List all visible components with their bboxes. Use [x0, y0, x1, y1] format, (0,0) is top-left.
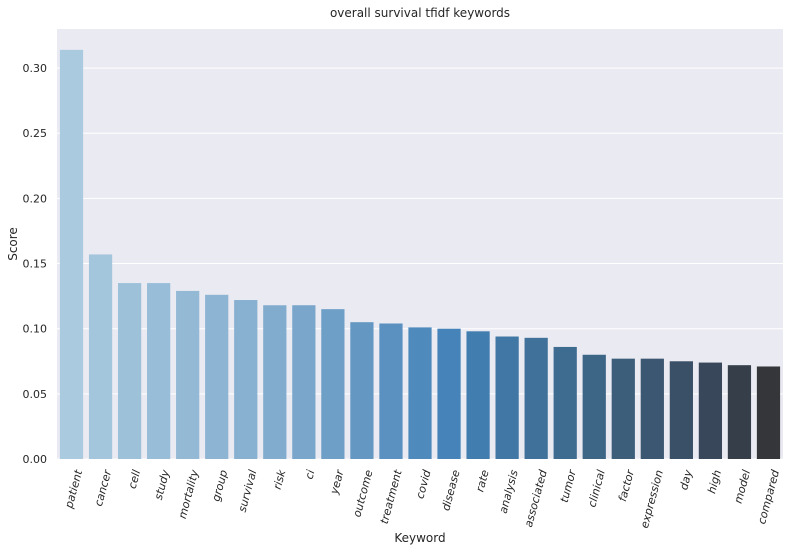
bar-expression [640, 358, 664, 459]
bar-factor [611, 358, 635, 459]
bar-high [698, 362, 723, 459]
bar-study [147, 283, 171, 459]
x-tick-label: survival [236, 468, 260, 513]
y-tick-labels: 0.00 0.05 0.10 0.15 0.20 0.25 0.30 [23, 62, 48, 466]
bar-mortality [176, 290, 200, 459]
x-tick-label: disease [439, 468, 462, 512]
x-tick-label: compared [755, 468, 782, 526]
bar-tumor [553, 346, 577, 459]
bar-treatment [379, 323, 403, 459]
y-tick-label: 0.15 [23, 258, 48, 271]
chart-title: overall survival tfidf keywords [330, 6, 510, 20]
bar-day [669, 361, 693, 459]
bar-ci [292, 305, 316, 459]
x-tick-labels: patient cancer cell study mortality group surv… [62, 467, 782, 530]
x-tick-label: rate [473, 468, 491, 493]
bar-clinical [582, 354, 606, 459]
x-axis-label: Keyword [394, 531, 445, 545]
y-tick-label: 0.25 [23, 127, 48, 140]
x-tick-label: expression [638, 468, 666, 529]
y-axis-label: Score [6, 227, 20, 261]
bar-cell [117, 283, 142, 459]
bar-rate [466, 331, 490, 459]
x-tick-label: treatment [378, 468, 405, 526]
bar-patient [59, 49, 84, 460]
y-tick-label: 0.30 [23, 62, 48, 75]
bar-disease [437, 328, 461, 459]
x-tick-label: risk [271, 468, 289, 491]
x-tick-label: mortality [176, 468, 202, 520]
x-tick-label: high [705, 468, 724, 495]
bar-cancer [88, 254, 113, 459]
y-tick-label: 0.20 [23, 192, 48, 205]
x-tick-label: analysis [497, 468, 521, 515]
bar-compared [756, 366, 781, 459]
y-tick-label: 0.00 [23, 453, 48, 466]
bar-survival [234, 300, 258, 459]
x-tick-label: outcome [350, 468, 375, 518]
x-tick-label: group [209, 468, 230, 502]
bar-model [727, 365, 752, 459]
x-tick-label: model [732, 468, 753, 504]
bar-outcome [350, 322, 374, 459]
bar-covid [408, 327, 432, 459]
x-tick-label: factor [616, 467, 637, 503]
y-tick-label: 0.10 [23, 323, 48, 336]
x-tick-label: associated [522, 468, 550, 529]
x-tick-label: year [327, 467, 347, 496]
x-tick-label: day [677, 468, 695, 491]
x-tick-label: clinical [585, 468, 607, 508]
x-tick-label: tumor [558, 467, 580, 504]
x-tick-label: patient [62, 468, 85, 511]
y-tick-label: 0.05 [23, 388, 48, 401]
bar-year [321, 309, 345, 459]
x-tick-label: cancer [92, 467, 115, 508]
x-tick-label: covid [413, 468, 433, 501]
bar-risk [263, 305, 287, 459]
bar-group [205, 294, 229, 459]
bars [59, 49, 781, 460]
x-tick-label: study [152, 468, 173, 501]
bar-analysis [495, 336, 519, 459]
x-tick-label: cell [126, 468, 143, 490]
x-tick-label: ci [303, 468, 318, 480]
bar-associated [524, 337, 548, 459]
